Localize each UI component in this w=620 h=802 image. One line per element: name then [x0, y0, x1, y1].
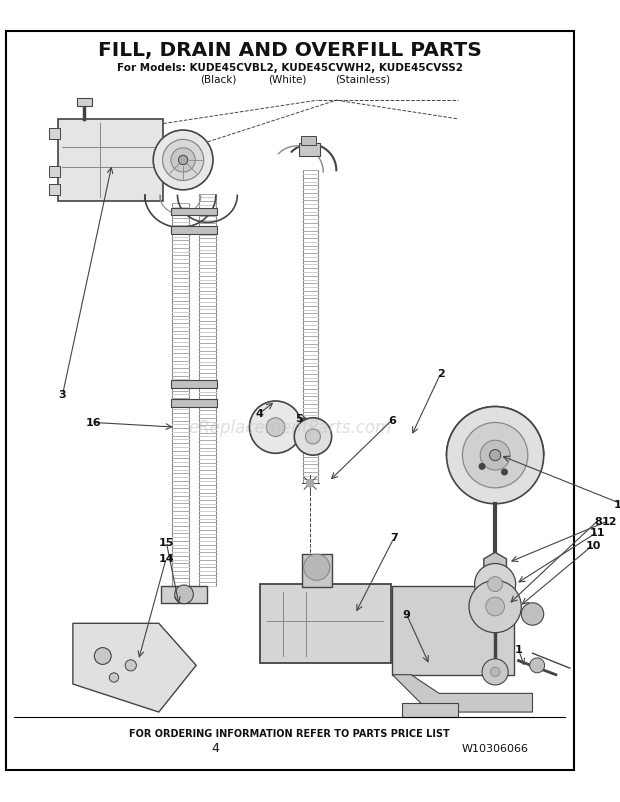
Text: 13: 13: [614, 499, 620, 509]
Circle shape: [179, 156, 188, 165]
Circle shape: [502, 470, 507, 475]
Text: W10306066: W10306066: [462, 743, 529, 752]
Circle shape: [94, 648, 111, 665]
Circle shape: [480, 440, 510, 471]
Text: 1: 1: [515, 645, 523, 654]
Circle shape: [529, 658, 544, 673]
Circle shape: [175, 585, 193, 604]
Text: 9: 9: [402, 610, 410, 619]
Circle shape: [463, 423, 528, 488]
Text: 11: 11: [590, 527, 606, 537]
Circle shape: [125, 660, 136, 671]
Circle shape: [153, 131, 213, 191]
Circle shape: [294, 419, 332, 456]
Text: FILL, DRAIN AND OVERFILL PARTS: FILL, DRAIN AND OVERFILL PARTS: [98, 41, 482, 60]
Bar: [48, 166, 60, 177]
Bar: [299, 144, 319, 157]
Circle shape: [266, 419, 285, 437]
Bar: [161, 586, 208, 603]
Bar: [304, 557, 316, 565]
Polygon shape: [73, 623, 196, 712]
Bar: [48, 185, 60, 196]
Text: eReplacementParts.com: eReplacementParts.com: [188, 419, 391, 436]
Text: 2: 2: [437, 368, 445, 379]
Text: 16: 16: [86, 418, 101, 428]
Polygon shape: [484, 553, 507, 579]
Bar: [302, 554, 332, 587]
Text: 3: 3: [59, 390, 66, 400]
Circle shape: [488, 577, 503, 592]
Text: 4: 4: [256, 408, 264, 419]
Bar: [301, 136, 316, 146]
Bar: [162, 142, 179, 180]
Circle shape: [521, 603, 544, 626]
Bar: [171, 399, 217, 407]
Circle shape: [249, 402, 302, 454]
Text: For Models: KUDE45CVBL2, KUDE45CVWH2, KUDE45CVSS2: For Models: KUDE45CVBL2, KUDE45CVWH2, KU…: [117, 63, 463, 72]
Bar: [58, 119, 162, 202]
Circle shape: [171, 148, 195, 173]
Bar: [260, 585, 391, 663]
Text: (Stainless): (Stainless): [335, 75, 390, 84]
Text: 8: 8: [594, 516, 602, 526]
Text: 10: 10: [585, 541, 601, 550]
Bar: [171, 227, 217, 234]
Text: (White): (White): [268, 75, 307, 84]
Circle shape: [482, 659, 508, 685]
Text: FOR ORDERING INFORMATION REFER TO PARTS PRICE LIST: FOR ORDERING INFORMATION REFER TO PARTS …: [129, 727, 450, 738]
Text: 14: 14: [159, 553, 174, 563]
Bar: [48, 129, 60, 140]
Circle shape: [486, 597, 505, 616]
Circle shape: [446, 407, 544, 504]
Bar: [171, 381, 217, 388]
Text: 15: 15: [159, 537, 174, 547]
Circle shape: [474, 564, 516, 605]
Text: 12: 12: [601, 516, 617, 526]
Text: 6: 6: [389, 415, 396, 425]
Text: 4: 4: [211, 741, 219, 754]
Circle shape: [469, 581, 521, 633]
Bar: [171, 209, 217, 216]
Text: (Black): (Black): [200, 75, 237, 84]
Circle shape: [162, 140, 203, 181]
Circle shape: [306, 480, 314, 488]
Wedge shape: [446, 407, 544, 456]
Circle shape: [479, 464, 485, 470]
Bar: [392, 586, 514, 674]
Circle shape: [109, 673, 118, 683]
Bar: [402, 703, 458, 717]
Text: 7: 7: [391, 533, 398, 543]
Circle shape: [304, 554, 330, 581]
Bar: [77, 99, 92, 107]
Text: 5: 5: [295, 413, 303, 423]
Circle shape: [490, 667, 500, 677]
Polygon shape: [392, 674, 533, 712]
Circle shape: [306, 429, 321, 444]
Circle shape: [490, 450, 501, 461]
